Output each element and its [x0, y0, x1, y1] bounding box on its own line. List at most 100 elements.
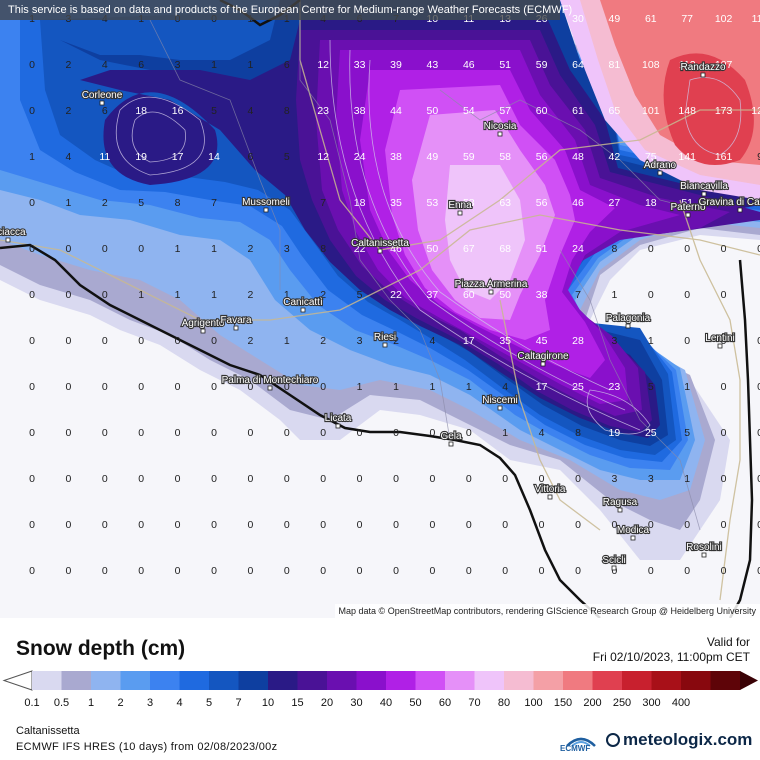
grid-value: 1	[357, 381, 363, 393]
grid-value: 0	[138, 243, 144, 255]
city-marker[interactable]	[700, 72, 706, 78]
grid-value: 81	[609, 59, 621, 71]
city-marker[interactable]	[457, 210, 463, 216]
grid-value: 0	[429, 427, 435, 439]
grid-value: 64	[572, 59, 584, 71]
grid-value: 0	[29, 289, 35, 301]
city-marker[interactable]	[611, 565, 617, 571]
grid-value: 2	[102, 197, 108, 209]
legend-tick: 0.5	[53, 697, 70, 709]
legend-swatch	[386, 671, 416, 690]
grid-value: 0	[211, 427, 217, 439]
grid-value: 0	[648, 565, 654, 577]
grid-value: 1	[284, 335, 290, 347]
grid-value: 25	[572, 381, 584, 393]
field-150-etna	[663, 53, 754, 166]
grid-value: 0	[357, 427, 363, 439]
grid-value: 49	[609, 13, 621, 25]
grid-value: 0	[102, 427, 108, 439]
city-marker[interactable]	[267, 385, 273, 391]
grid-value: 2	[247, 289, 253, 301]
city-marker[interactable]	[5, 237, 11, 243]
city-marker[interactable]	[99, 100, 105, 106]
city-marker[interactable]	[497, 405, 503, 411]
grid-value: 30	[572, 13, 584, 25]
grid-value: 23	[317, 105, 329, 117]
snow-depth-map[interactable]: 1341001146710111326304961771021131030246…	[0, 0, 760, 618]
grid-value: 0	[175, 335, 181, 347]
grid-value: 0	[102, 473, 108, 485]
city-label: Adrano	[644, 160, 677, 171]
city-marker[interactable]	[701, 552, 707, 558]
grid-value: 6	[247, 151, 253, 163]
grid-value: 8	[575, 427, 581, 439]
legend-tick: 100	[524, 697, 543, 709]
grid-value: 46	[572, 197, 584, 209]
model-run: ECMWF IFS HRES (10 days) from 02/08/2023…	[16, 741, 278, 753]
city-marker[interactable]	[448, 441, 454, 447]
grid-value: 0	[211, 565, 217, 577]
grid-value: 2	[65, 105, 71, 117]
grid-value: 0	[102, 289, 108, 301]
grid-value: 35	[499, 335, 511, 347]
grid-value: 16	[172, 105, 184, 117]
grid-value: 2	[320, 289, 326, 301]
grid-value: 3	[284, 243, 290, 255]
legend-swatch	[592, 671, 623, 690]
meteologix-logo[interactable]: meteologix.com	[606, 730, 752, 750]
city-marker[interactable]	[263, 207, 269, 213]
grid-value: 0	[102, 243, 108, 255]
grid-value: 59	[536, 59, 548, 71]
grid-value: 4	[247, 105, 253, 117]
legend-tick: 200	[583, 697, 602, 709]
city-marker[interactable]	[737, 207, 743, 213]
city-marker[interactable]	[701, 191, 707, 197]
city-marker[interactable]	[377, 248, 383, 254]
province-boundaries	[149, 0, 701, 531]
grid-value: 7	[575, 289, 581, 301]
grid-value: 148	[678, 105, 696, 117]
grid-value: 0	[721, 243, 727, 255]
city-marker[interactable]	[488, 289, 494, 295]
valid-label: Valid for	[706, 635, 750, 649]
ecmwf-logo-icon[interactable]	[563, 730, 599, 758]
city-marker[interactable]	[547, 494, 553, 500]
grid-value: 0	[539, 565, 545, 577]
city-marker[interactable]	[717, 343, 723, 349]
city-marker[interactable]	[497, 131, 503, 137]
city-marker[interactable]	[540, 361, 546, 367]
grid-value: 0	[357, 519, 363, 531]
city-marker[interactable]	[200, 328, 206, 334]
meteologix-logo-icon	[606, 733, 620, 747]
map-attribution[interactable]: Map data © OpenStreetMap contributors, r…	[334, 604, 760, 618]
grid-value: 0	[393, 519, 399, 531]
grid-value: 0	[575, 473, 581, 485]
legend-tick: 70	[468, 697, 481, 709]
legend-tick: 50	[409, 697, 422, 709]
legend-tick: 250	[612, 697, 632, 709]
city-marker[interactable]	[685, 212, 691, 218]
city-marker[interactable]	[657, 170, 663, 176]
city-marker[interactable]	[233, 325, 239, 331]
grid-value: 1	[29, 151, 35, 163]
grid-value: 19	[609, 427, 621, 439]
grid-value: 3	[357, 335, 363, 347]
grid-value: 0	[138, 519, 144, 531]
city-marker[interactable]	[630, 535, 636, 541]
city-marker[interactable]	[617, 507, 623, 513]
grid-value: 0	[757, 243, 760, 255]
city-marker[interactable]	[625, 323, 631, 329]
city-marker[interactable]	[335, 423, 341, 429]
grid-value: 0	[648, 519, 654, 531]
grid-value: 42	[609, 151, 621, 163]
legend-tick: 40	[379, 697, 393, 709]
grid-value: 0	[575, 565, 581, 577]
legend-swatch	[445, 671, 475, 690]
city-marker[interactable]	[382, 342, 388, 348]
grid-value: 0	[466, 473, 472, 485]
city-marker[interactable]	[300, 307, 306, 313]
grid-value: 161	[715, 151, 733, 163]
meteologix-logo-text: meteologix.com	[623, 730, 753, 749]
city-label: Gravina di Catania	[699, 197, 760, 208]
grid-value: 24	[354, 151, 366, 163]
